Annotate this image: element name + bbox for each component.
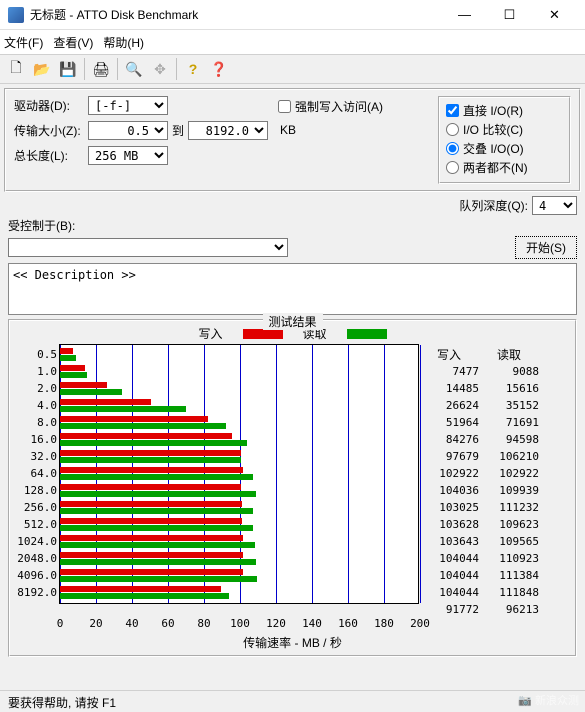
- title-bar: 无标题 - ATTO Disk Benchmark — ☐ ✕: [0, 0, 585, 30]
- whatsthis-button[interactable]: ❓: [207, 57, 231, 81]
- direct-io-checkbox[interactable]: 直接 I/O(R): [446, 102, 563, 119]
- queue-select[interactable]: 4: [532, 196, 577, 215]
- xfer-label: 传输大小(Z):: [14, 122, 84, 139]
- force-write-checkbox[interactable]: 强制写入访问(A): [278, 98, 428, 115]
- queue-label: 队列深度(Q):: [459, 197, 528, 214]
- legend-read-swatch: [347, 329, 387, 339]
- save-button[interactable]: 💾: [56, 57, 80, 81]
- description-box[interactable]: << Description >>: [8, 263, 577, 315]
- maximize-button[interactable]: ☐: [487, 1, 532, 29]
- print-button[interactable]: 🖨: [89, 57, 113, 81]
- results-panel: 测试结果 写入 读取 0.51.02.04.08.016.032.064.012…: [8, 319, 577, 657]
- legend-write-swatch: [243, 329, 283, 339]
- xfer-to-label: 到: [172, 122, 184, 139]
- io-compare-radio[interactable]: I/O 比较(C): [446, 121, 563, 138]
- new-button[interactable]: 🗋: [4, 57, 28, 81]
- neither-radio[interactable]: 两者都不(N): [446, 159, 563, 176]
- app-icon: [8, 7, 24, 23]
- controlled-label: 受控制于(B):: [8, 217, 75, 234]
- results-title: 测试结果: [262, 313, 322, 330]
- col-write: 写入: [419, 346, 479, 363]
- drive-select[interactable]: [-f-]: [88, 96, 168, 115]
- minimize-button[interactable]: —: [442, 1, 487, 29]
- watermark: 📷 新浪众测: [518, 692, 579, 708]
- status-bar: 要获得帮助, 请按 F1: [0, 690, 585, 712]
- drive-label: 驱动器(D):: [14, 97, 84, 114]
- xfer-to-select[interactable]: 8192.0: [188, 121, 268, 140]
- length-label: 总长度(L):: [14, 147, 84, 164]
- close-button[interactable]: ✕: [532, 1, 577, 29]
- open-button[interactable]: 📂: [30, 57, 54, 81]
- start-button[interactable]: 开始(S): [515, 236, 577, 259]
- chart-y-labels: 0.51.02.04.08.016.032.064.0128.0256.0512…: [14, 344, 59, 618]
- controlled-select[interactable]: [8, 238, 288, 257]
- menu-bar: 文件(F) 查看(V) 帮助(H): [0, 30, 585, 54]
- toolbar: 🗋 📂 💾 🖨 🔍 ✥ ? ❓: [0, 54, 585, 84]
- move-button: ✥: [148, 57, 172, 81]
- menu-file[interactable]: 文件(F): [4, 34, 43, 51]
- overlapped-radio[interactable]: 交叠 I/O(O): [446, 140, 563, 157]
- results-values: 写入 读取 7477908814485156162662435152519647…: [419, 344, 539, 618]
- about-button[interactable]: ?: [181, 57, 205, 81]
- chart-plot: 020406080100120140160180200: [59, 344, 419, 604]
- col-read: 读取: [479, 346, 539, 363]
- menu-help[interactable]: 帮助(H): [103, 34, 144, 51]
- length-select[interactable]: 256 MB: [88, 146, 168, 165]
- xfer-from-select[interactable]: 0.5: [88, 121, 168, 140]
- find-button[interactable]: 🔍: [122, 57, 146, 81]
- x-axis-title: 传输速率 - MB / 秒: [14, 634, 571, 651]
- menu-view[interactable]: 查看(V): [53, 34, 93, 51]
- window-title: 无标题 - ATTO Disk Benchmark: [30, 6, 442, 23]
- settings-panel: 驱动器(D): [-f-] 传输大小(Z): 0.5 到 8192.0 总长度(…: [4, 88, 581, 192]
- legend-write-label: 写入: [198, 325, 222, 342]
- xfer-unit: KB: [280, 123, 296, 137]
